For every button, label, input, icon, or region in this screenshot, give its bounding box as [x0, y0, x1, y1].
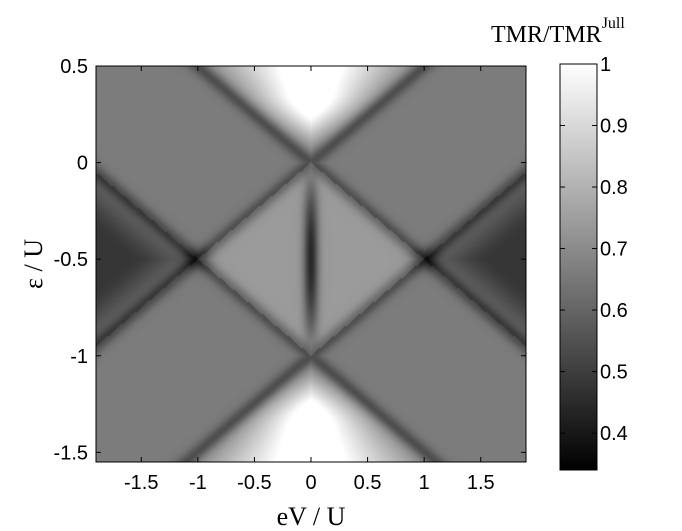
x-tick-label: -0.5	[237, 472, 271, 494]
y-tick-label: -1	[70, 346, 88, 368]
x-tick-label: 1.5	[467, 472, 495, 494]
y-axis-title: ε / U	[19, 239, 48, 289]
x-tick-label: 0	[305, 472, 316, 494]
colorbar-tick-label: 0.5	[600, 362, 628, 384]
colorbar-ticks: 1 0.9 0.8 0.7 0.6 0.5 0.4	[560, 54, 628, 445]
colorbar-tick-label: 0.8	[600, 177, 628, 199]
colorbar-tick-label: 0.6	[600, 300, 628, 322]
y-tick-label: -1.5	[54, 442, 88, 464]
colorbar-gradient	[559, 63, 598, 471]
y-axis-ticks: 0.5 0 -0.5 -1 -1.5	[54, 56, 526, 464]
colorbar-tick-label: 1	[600, 54, 611, 76]
colorbar-title-main: TMR/TMR	[491, 22, 602, 48]
y-tick-label: 0	[77, 153, 88, 175]
x-tick-label: 0.5	[354, 472, 382, 494]
x-axis-ticks: -1.5 -1 -0.5 0 0.5 1 1.5	[124, 66, 495, 494]
colorbar-title-sup: Jull	[602, 15, 626, 32]
colorbar-tick-label: 0.4	[600, 423, 628, 445]
x-tick-label: -1.5	[124, 472, 158, 494]
y-tick-label: -0.5	[54, 249, 88, 271]
y-tick-label: 0.5	[60, 56, 88, 78]
heatmap-image	[96, 66, 526, 462]
colorbar-title: TMR/TMRJull	[491, 15, 625, 48]
colorbar: 1 0.9 0.8 0.7 0.6 0.5 0.4 TMR/TMRJull	[491, 15, 628, 471]
colorbar-tick-label: 0.7	[600, 239, 628, 261]
x-axis-title: eV / U	[277, 502, 346, 531]
x-tick-label: 1	[419, 472, 430, 494]
plot-area: -1.5 -1 -0.5 0 0.5 1 1.5 0.5 0 -0.5 -1 -1.5	[54, 56, 527, 494]
colorbar-tick-label: 0.9	[600, 116, 628, 138]
x-tick-label: -1	[189, 472, 207, 494]
